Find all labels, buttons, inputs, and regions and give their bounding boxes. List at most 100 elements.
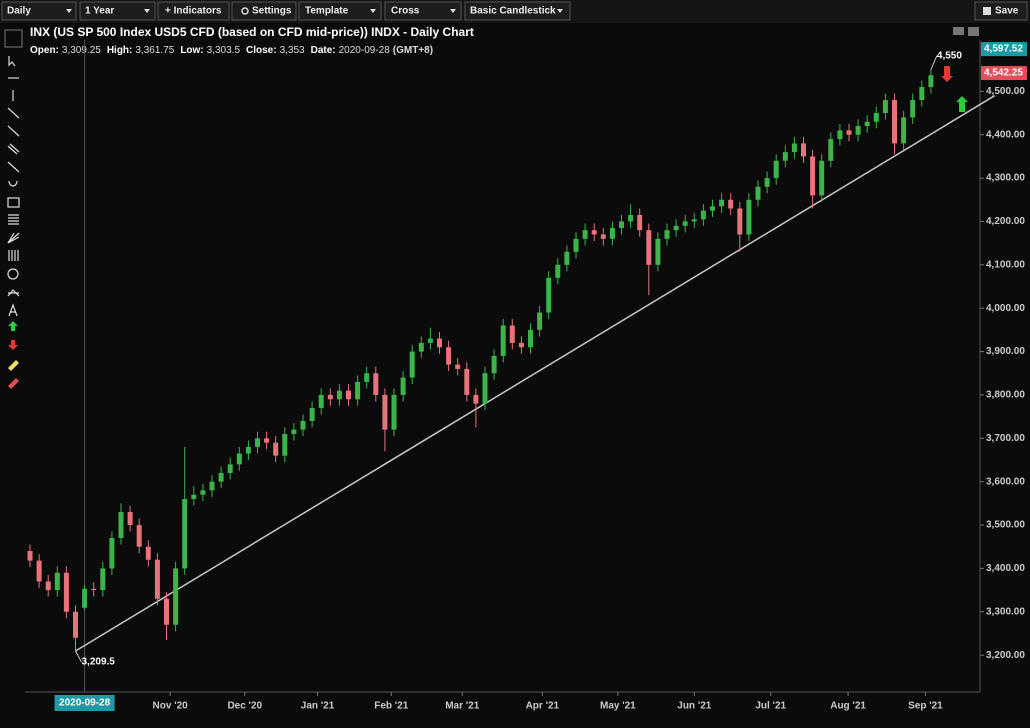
candle-body [327,394,333,400]
x-tick-label: Sep '21 [908,701,943,712]
candle-body [191,494,197,500]
candle-body [400,377,406,395]
candle-body [819,160,825,196]
text-tool[interactable] [8,303,18,317]
x-tick-label: Nov '20 [153,701,189,712]
fullscreen-tool[interactable] [4,29,23,48]
x-tick-label: Mar '21 [445,701,480,712]
price-label: 4,597.52 [984,44,1023,55]
ohlc-field-name: High: [107,45,133,56]
x-tick-label: Apr '21 [526,701,560,712]
highlighter-tool[interactable] [8,360,19,371]
y-tick-label: 3,600.00 [986,476,1025,487]
fan-tool[interactable] [7,232,20,244]
ray-tool[interactable] [7,125,20,137]
candle-body [245,446,251,454]
cursor-label: Cross [391,6,420,17]
save-button[interactable] [974,1,1028,21]
rect-tool[interactable] [7,197,20,208]
y-tick-label: 3,900.00 [986,346,1025,357]
template-button[interactable] [298,1,382,21]
candle-body [901,117,907,144]
candle-body [700,210,706,220]
candle-body [164,598,169,625]
trendline [75,95,995,652]
candle-body [391,394,397,430]
range-button[interactable] [79,1,156,21]
date-value: 2020-09-28 [339,45,391,56]
price-label-box [981,42,1027,57]
line-tool[interactable] [7,107,20,119]
candle-body [109,538,115,569]
ohlc-header: Open: 3,309.25 High: 3,361.75 Low: 3,303.5 Clo… [30,45,433,56]
dropdown-arrow [144,9,150,13]
y-tick-label: 3,200.00 [986,650,1025,661]
cursor-button[interactable] [384,1,462,21]
candle-body [591,230,597,235]
arrow-line-tool[interactable] [7,161,20,173]
candle-body [546,277,552,313]
arc-tool[interactable] [8,180,18,187]
candle-body [355,381,361,400]
annotation-leader [930,55,938,70]
date-name: Date: [311,45,336,56]
candle-body [910,100,916,118]
candle-body [227,464,233,473]
save-icon [983,7,991,15]
interval-button[interactable] [1,1,77,21]
candle-body [473,394,479,404]
y-tick-label: 3,800.00 [986,390,1025,401]
indicators-button[interactable] [157,1,230,21]
dropdown-arrow [66,9,72,13]
ohlc-field-name: Open: [30,45,59,56]
timezone: (GMT+8) [393,45,433,56]
candle-body [336,390,342,400]
pointer-tool[interactable] [8,56,16,67]
eraser-tool[interactable] [8,378,19,389]
ohlc-field-value: 3,303.5 [207,45,241,56]
candle-body [318,394,324,408]
candle-body [573,238,579,252]
price-label: 4,542.25 [984,68,1023,79]
y-tick-label: 4,400.00 [986,129,1025,140]
candle-body [200,490,206,495]
pitchfork-tool[interactable] [7,289,20,297]
style-button[interactable] [464,1,571,21]
crosshair-date-box [54,695,115,711]
circle-tool[interactable] [7,268,19,280]
buy-arrow-tool[interactable] [8,321,18,331]
candle-body [118,512,124,539]
candle-body [755,186,761,200]
dropdown-arrow [557,9,563,13]
fib-tool[interactable] [8,214,19,225]
sell-arrow-tool[interactable] [8,340,18,350]
candle-body [837,130,843,140]
channel-tool[interactable] [7,143,20,155]
settings-button[interactable] [231,1,297,21]
image-icon[interactable] [953,27,964,35]
candle-body [882,100,888,114]
candle-body [173,568,179,625]
candle-body [73,611,78,638]
sell-marker [941,66,953,82]
y-tick-label: 4,200.00 [986,216,1025,227]
candle-body [382,394,388,430]
candle-body [145,546,151,560]
candle-body [855,126,861,135]
indicators-label: + Indicators [165,6,222,17]
print-icon[interactable] [968,27,979,36]
annotation-leader [75,650,82,663]
candle-body [491,355,497,374]
candle-body [27,551,33,561]
candle-body [719,199,725,207]
ohlc-field-value: 3,309.25 [62,45,101,56]
candle-body [54,572,60,591]
candle-body [773,160,779,179]
time-zone-tool[interactable] [8,250,19,261]
interval-label: Daily [7,6,31,17]
candle-body [218,472,224,482]
candle-body [528,329,533,348]
annotation-label: 3,209.5 [82,657,116,668]
ohlc-field-name: Close: [246,45,277,56]
